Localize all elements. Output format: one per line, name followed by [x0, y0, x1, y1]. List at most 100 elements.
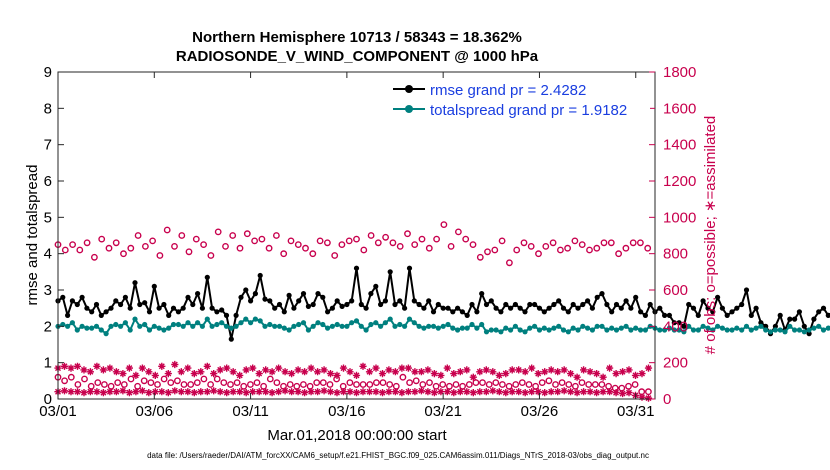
legend: rmse grand pr = 2.4282 totalspread grand…	[388, 80, 650, 120]
obs-assimilated-marker	[437, 371, 445, 379]
totalspread-point	[344, 323, 350, 329]
totalspread-point	[440, 323, 446, 329]
obs-assimilated-marker	[398, 364, 406, 372]
obs-possible-marker	[61, 246, 69, 254]
obs-possible-marker	[200, 375, 208, 383]
y-tick-label: 1	[44, 355, 52, 372]
obs-possible-marker	[187, 381, 195, 388]
rmse-point	[180, 305, 186, 311]
obs-possible-marker	[374, 239, 382, 247]
obs-assimilated-marker	[534, 388, 542, 396]
obs-assimilated-marker	[521, 368, 529, 376]
obs-assimilated-marker	[158, 388, 166, 396]
totalspread-point	[358, 323, 364, 329]
obs-possible-marker	[618, 384, 626, 392]
rmse-point	[89, 309, 95, 315]
rmse-point	[435, 301, 441, 308]
obs-assimilated-marker	[112, 388, 120, 396]
obs-possible-marker	[637, 239, 644, 247]
totalspread-point	[175, 321, 181, 328]
obs-assimilated-marker	[236, 388, 244, 396]
obs-assimilated-marker	[125, 389, 133, 397]
rmse-point	[676, 320, 682, 326]
y2-tick-label: 1000	[663, 209, 696, 226]
totalspread-point	[777, 327, 783, 333]
totalspread-point	[657, 327, 663, 333]
obs-assimilated-marker	[249, 364, 257, 372]
rmse-point	[406, 265, 413, 271]
obs-assimilated-marker	[391, 368, 399, 376]
obs-possible-marker	[294, 241, 302, 249]
rmse-point	[508, 305, 514, 311]
totalspread-point	[825, 325, 830, 331]
obs-possible-marker	[353, 381, 360, 388]
totalspread-point	[556, 323, 562, 329]
rmse-point	[647, 301, 653, 308]
obs-assimilated-marker	[294, 366, 302, 374]
obs-assimilated-marker	[346, 368, 354, 376]
totalspread-point	[772, 327, 779, 333]
obs-possible-marker	[240, 382, 248, 390]
rmse-point	[724, 312, 730, 318]
obs-possible-marker	[200, 241, 208, 249]
obs-possible-marker	[141, 242, 149, 250]
totalspread-point	[806, 327, 812, 333]
obs-assimilated-marker	[424, 366, 432, 374]
obs-assimilated-marker	[268, 389, 276, 397]
rmse-point	[378, 301, 384, 308]
rmse-point	[185, 294, 191, 300]
totalspread-point	[536, 327, 543, 333]
obs-assimilated-marker	[625, 389, 633, 397]
obs-possible-marker	[586, 246, 593, 254]
obs-possible-marker	[69, 241, 77, 249]
totalspread-point	[339, 323, 345, 329]
obs-assimilated-marker	[301, 368, 309, 376]
obs-possible-marker	[323, 239, 331, 247]
obs-possible-marker	[171, 242, 178, 250]
rmse-point	[252, 291, 258, 297]
obs-assimilated-marker	[132, 388, 140, 396]
obs-possible-marker	[399, 373, 407, 381]
rmse-point	[349, 298, 355, 304]
obs-assimilated-marker	[547, 366, 555, 374]
totalspread-point	[156, 325, 162, 331]
rmse-point	[353, 265, 360, 271]
totalspread-point	[199, 323, 205, 329]
obs-possible-marker	[316, 237, 324, 245]
y-tick-label: 7	[44, 137, 52, 154]
plot-background	[58, 72, 655, 399]
obs-assimilated-marker	[67, 388, 75, 396]
totalspread-point	[209, 323, 215, 329]
obs-possible-marker	[525, 381, 533, 388]
rmse-point	[671, 320, 677, 326]
obs-possible-marker	[220, 379, 228, 386]
totalspread-point	[320, 321, 326, 328]
rmse-point	[387, 269, 393, 275]
rmse-point	[695, 312, 701, 318]
x-tick-label: 03/26	[521, 403, 559, 420]
obs-assimilated-marker	[372, 364, 380, 372]
totalspread-point	[382, 320, 388, 326]
totalspread-point	[527, 325, 533, 331]
rmse-point	[103, 309, 109, 315]
y2-tick-label: 400	[663, 318, 688, 335]
obs-possible-marker	[306, 382, 314, 390]
obs-possible-marker	[253, 379, 261, 386]
rmse-point	[300, 291, 307, 297]
obs-assimilated-marker	[190, 370, 198, 378]
obs-assimilated-marker	[417, 368, 425, 376]
totalspread-point	[334, 321, 340, 328]
obs-assimilated-marker	[606, 388, 614, 396]
totalspread-point	[474, 325, 480, 331]
obs-assimilated-marker	[184, 364, 192, 372]
obs-possible-marker	[469, 241, 477, 249]
obs-assimilated-marker	[489, 368, 497, 376]
totalspread-point	[628, 327, 634, 333]
totalspread-point	[426, 323, 432, 329]
obs-possible-marker	[572, 382, 579, 390]
totalspread-point	[459, 325, 465, 331]
obs-assimilated-marker	[314, 388, 322, 396]
obs-possible-marker	[605, 382, 612, 390]
obs-assimilated-marker	[132, 371, 140, 379]
totalspread-point	[151, 323, 157, 329]
